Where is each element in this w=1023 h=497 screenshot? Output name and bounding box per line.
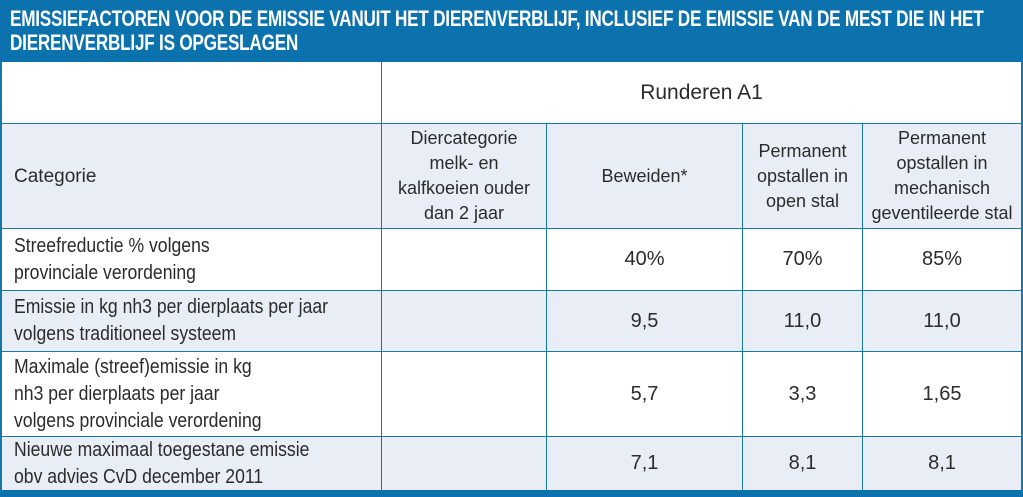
column-header-open-stal: Permanent opstallen in open stal xyxy=(743,124,863,228)
row-label: Nieuwe maximaal toegestane emissie obv a… xyxy=(14,438,310,488)
group-header-row: Runderen A1 xyxy=(2,62,1021,123)
open-stal-value-cell: 70% xyxy=(743,229,863,290)
mechanisch-value-cell: 1,65 xyxy=(922,382,962,405)
column-header-diercategorie: Diercategorie melk- en kalfkoeien ouder … xyxy=(382,124,547,228)
diercategorie-value-cell xyxy=(382,229,547,290)
row-label-cell: Nieuwe maximaal toegestane emissie obv a… xyxy=(2,437,382,490)
open-stal-value-cell: 11,0 xyxy=(743,291,863,351)
row-label-cell: Maximale (streef)emissie in kg nh3 per d… xyxy=(2,352,382,436)
open-stal-value-cell: 3,3 xyxy=(743,352,863,436)
beweiden-value-cell: 7,1 xyxy=(547,437,743,490)
title-bar: EMISSIEFACTOREN VOOR DE EMISSIE VANUIT H… xyxy=(0,0,1023,62)
open-stal-value-cell: 8,1 xyxy=(743,437,863,490)
emission-factors-table: Runderen A1 Categorie Diercategorie melk… xyxy=(0,62,1023,490)
group-header-cell: Runderen A1 xyxy=(382,62,1021,123)
row-label: Emissie in kg nh3 per dierplaats per jaa… xyxy=(14,296,329,345)
group-header-label: Runderen A1 xyxy=(640,81,763,104)
beweiden-value-cell: 5,7 xyxy=(547,352,743,436)
mechanisch-value-cell: 85% xyxy=(921,248,963,270)
page-title-line-1: EMISSIEFACTOREN VOOR DE EMISSIE VANUIT H… xyxy=(10,6,984,31)
mechanisch-value-cell: 11,0 xyxy=(923,309,961,332)
group-header-spacer-cell xyxy=(2,62,382,123)
row-label-cell: Emissie in kg nh3 per dierplaats per jaa… xyxy=(2,291,382,351)
diercategorie-value-cell xyxy=(382,352,547,436)
bottom-accent-bar xyxy=(0,490,1023,497)
column-header-mechanisch: Permanent opstallen in mechanisch gevent… xyxy=(871,128,1013,223)
column-header-categorie: Categorie xyxy=(2,124,382,228)
table-row: Streefreductie % volgens provinciale ver… xyxy=(2,228,1021,290)
table-row: Maximale (streef)emissie in kg nh3 per d… xyxy=(2,351,1021,436)
diercategorie-value-cell xyxy=(382,437,547,490)
row-label-cell: Streefreductie % volgens provinciale ver… xyxy=(2,229,382,290)
page-title-line-2: DIERENVERBLIJF IS OPGESLAGEN xyxy=(10,30,299,55)
row-label: Maximale (streef)emissie in kg nh3 per d… xyxy=(14,355,262,432)
column-header-row: Categorie Diercategorie melk- en kalfkoe… xyxy=(2,123,1021,228)
mechanisch-value-cell: 8,1 xyxy=(928,452,956,474)
row-label: Streefreductie % volgens provinciale ver… xyxy=(14,234,210,284)
diercategorie-value-cell xyxy=(382,291,547,351)
table-row: Nieuwe maximaal toegestane emissie obv a… xyxy=(2,436,1021,490)
table-row: Emissie in kg nh3 per dierplaats per jaa… xyxy=(2,290,1021,351)
beweiden-value-cell: 40% xyxy=(547,229,743,290)
column-header-beweiden: Beweiden* xyxy=(547,124,743,228)
beweiden-value-cell: 9,5 xyxy=(547,291,743,351)
